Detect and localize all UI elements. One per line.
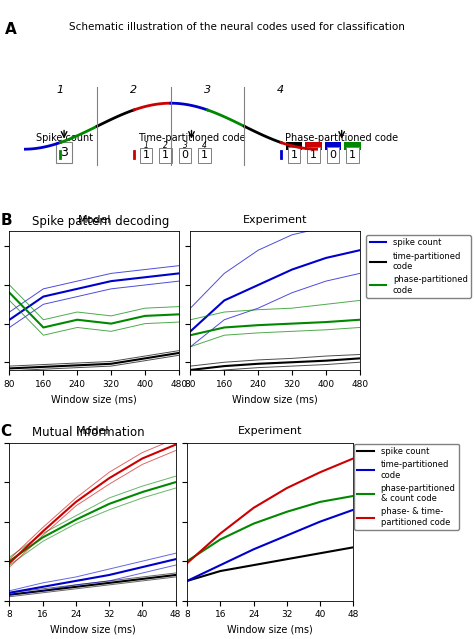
Text: 1: 1 [310, 150, 317, 160]
Text: 3: 3 [182, 141, 188, 150]
X-axis label: Window size (ms): Window size (ms) [232, 394, 318, 404]
X-axis label: Window size (ms): Window size (ms) [228, 625, 313, 635]
Text: Mutual information: Mutual information [32, 426, 145, 440]
Text: 1: 1 [349, 150, 356, 160]
Text: 1: 1 [201, 150, 208, 160]
Text: Time-partitioned code: Time-partitioned code [137, 133, 246, 143]
Legend: spike count, time-partitioned
code, phase-partitioned
code: spike count, time-partitioned code, phas… [366, 235, 471, 298]
FancyBboxPatch shape [345, 142, 361, 150]
Text: 2: 2 [130, 84, 137, 95]
Text: 4: 4 [202, 141, 207, 150]
Text: 0: 0 [329, 150, 337, 160]
Text: 1: 1 [144, 141, 148, 150]
Text: 3: 3 [204, 84, 211, 95]
FancyBboxPatch shape [325, 142, 341, 150]
FancyBboxPatch shape [305, 142, 322, 150]
Text: 1: 1 [162, 150, 169, 160]
Text: Spike pattern decoding: Spike pattern decoding [32, 215, 170, 228]
Text: 2: 2 [163, 141, 168, 150]
Text: 1: 1 [143, 150, 149, 160]
X-axis label: Window size (ms): Window size (ms) [51, 394, 137, 404]
Text: 3: 3 [60, 146, 68, 159]
Text: B: B [0, 213, 12, 228]
Text: 1: 1 [57, 84, 64, 95]
Text: A: A [5, 22, 17, 37]
Title: Experiment: Experiment [243, 215, 307, 224]
Text: Phase-partitioned code: Phase-partitioned code [285, 133, 398, 143]
Text: Spike count: Spike count [36, 133, 92, 143]
Title: Model: Model [77, 215, 111, 224]
Text: 0: 0 [182, 150, 189, 160]
Text: Schematic illustration of the neural codes used for classification: Schematic illustration of the neural cod… [69, 22, 405, 32]
Title: Experiment: Experiment [238, 426, 302, 436]
X-axis label: Window size (ms): Window size (ms) [50, 625, 136, 635]
Text: 1: 1 [291, 150, 297, 160]
Legend: spike count, time-partitioned
code, phase-partitioned
& count code, phase- & tim: spike count, time-partitioned code, phas… [354, 443, 459, 530]
Text: 4: 4 [277, 84, 284, 95]
FancyBboxPatch shape [286, 142, 302, 150]
Text: C: C [0, 424, 11, 440]
Title: Model: Model [76, 426, 109, 436]
